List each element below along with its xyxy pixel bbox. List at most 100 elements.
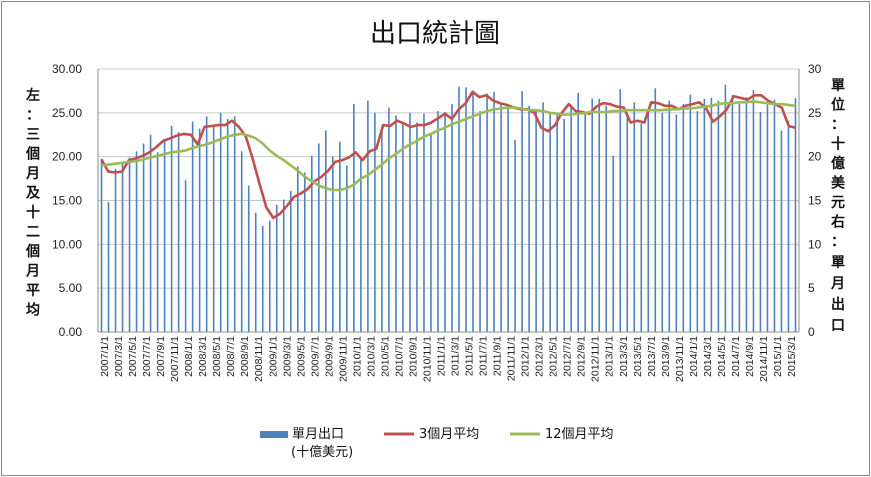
bar <box>556 114 558 332</box>
x-tick-label: 2011/11/1 <box>506 336 518 381</box>
x-tick-label: 2008/9/1 <box>239 336 251 377</box>
bar <box>135 151 138 332</box>
right-axis-label-char: 口 <box>831 318 845 334</box>
x-tick-label: 2012/5/1 <box>548 336 560 377</box>
bar <box>717 100 720 332</box>
x-tick-label: 2014/9/1 <box>744 336 756 377</box>
bar <box>493 91 495 332</box>
x-tick-label: 2009/1/1 <box>267 336 279 377</box>
left-axis-label-char: ： <box>26 108 40 124</box>
x-tick-label: 2011/3/1 <box>450 336 462 376</box>
left-axis-label-char: 月 <box>25 264 40 280</box>
bar <box>311 155 313 332</box>
right-axis-label-char: 位 <box>831 97 845 114</box>
bar <box>353 104 355 332</box>
x-tick-label: 2010/5/1 <box>379 336 391 377</box>
x-tick-label: 2012/3/1 <box>534 336 546 377</box>
legend-label-3-month-average: 3個月平均 <box>419 427 479 442</box>
bar <box>724 84 727 332</box>
bar <box>170 125 173 332</box>
right-axis-label-char: 右 <box>830 214 845 231</box>
bar <box>114 168 117 332</box>
right-axis-label-char: 出 <box>831 296 845 313</box>
right-axis-ticks: 0 5 10 15 20 25 30 <box>808 62 822 339</box>
bar <box>738 104 741 332</box>
right-axis-label-char: 美 <box>831 175 846 192</box>
x-tick-label: 2009/11/1 <box>337 336 349 382</box>
right-tick-label: 25 <box>808 106 822 120</box>
right-tick-label: 15 <box>808 194 822 208</box>
bar <box>289 190 292 332</box>
right-axis-label-char: 單 <box>831 78 845 94</box>
x-tick-label: 2014/1/1 <box>688 336 700 377</box>
left-axis-label-char: 三 <box>26 127 40 143</box>
bar <box>654 88 657 332</box>
bar <box>668 100 671 332</box>
x-tick-label: 2008/5/1 <box>211 336 223 377</box>
bar <box>437 111 439 332</box>
left-axis-label-char: 個 <box>25 146 40 163</box>
gridlines <box>98 68 799 333</box>
bar <box>163 140 166 332</box>
bar <box>619 89 622 332</box>
bar <box>598 98 601 332</box>
bar <box>745 97 748 332</box>
bar <box>521 90 523 333</box>
bar <box>240 151 243 332</box>
bar <box>486 93 488 333</box>
bar <box>282 199 285 332</box>
bar <box>766 100 769 332</box>
bar <box>142 143 145 332</box>
x-tick-label: 2013/11/1 <box>674 336 686 382</box>
right-axis-label-char: 億 <box>831 155 845 172</box>
bar <box>128 157 131 332</box>
bar <box>640 123 643 332</box>
x-tick-label: 2012/11/1 <box>590 336 602 382</box>
legend-swatch-monthly-exports <box>260 431 288 438</box>
left-axis-label-char: 月 <box>25 166 40 182</box>
bar <box>121 161 124 332</box>
right-tick-label: 30 <box>808 62 822 76</box>
bar <box>226 118 229 332</box>
bar <box>780 130 783 332</box>
bar <box>465 87 467 332</box>
bar <box>675 114 678 332</box>
bar <box>514 140 516 332</box>
bar <box>339 141 341 332</box>
bar <box>423 113 425 333</box>
bar <box>563 118 565 332</box>
bar <box>682 104 685 332</box>
left-axis-label-char: 個 <box>25 243 40 260</box>
bar <box>626 117 629 332</box>
x-tick-label: 2010/9/1 <box>407 336 419 377</box>
bar <box>100 159 103 332</box>
bar <box>184 180 187 332</box>
x-tick-label: 2013/5/1 <box>632 336 644 377</box>
bar-series-monthly-exports <box>100 84 797 333</box>
bar <box>191 121 194 332</box>
bar <box>591 98 594 332</box>
x-tick-label: 2010/3/1 <box>365 336 377 377</box>
bar <box>542 102 544 333</box>
x-tick-label: 2008/11/1 <box>253 336 265 382</box>
bar <box>402 123 404 332</box>
bar <box>332 156 334 332</box>
x-tick-label: 2011/7/1 <box>478 336 490 376</box>
right-axis-label-char: 十 <box>831 136 845 153</box>
bar <box>275 204 278 332</box>
x-tick-label: 2014/3/1 <box>702 336 714 377</box>
bar <box>444 111 446 332</box>
right-axis-label-char: ： <box>831 234 845 250</box>
left-axis-label-char: 均 <box>26 302 40 319</box>
bar <box>360 158 362 332</box>
right-axis-label-char: 元 <box>831 195 845 211</box>
left-tick-label: 20.00 <box>52 150 82 164</box>
x-tick-label: 2007/11/1 <box>169 336 181 382</box>
x-tick-label: 2012/9/1 <box>576 336 588 377</box>
left-tick-label: 25.00 <box>52 106 82 120</box>
bar <box>710 97 713 333</box>
line-series <box>100 90 796 220</box>
legend-label-monthly-exports: 單月出口(十億美元) <box>291 427 353 460</box>
right-tick-label: 0 <box>808 325 815 339</box>
